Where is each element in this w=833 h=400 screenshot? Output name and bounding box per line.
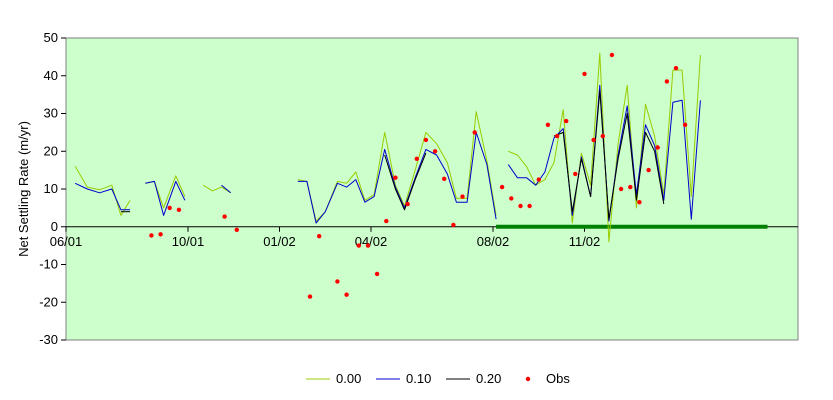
x-tick-label: 11/02 [569, 234, 601, 249]
obs-point [317, 234, 322, 239]
series-line-0-10 [145, 180, 186, 216]
obs-point [374, 271, 380, 277]
legend-label: 0.10 [406, 371, 431, 386]
x-tick-label: 06/01 [50, 234, 83, 249]
obs-point [673, 66, 679, 71]
y-tick-label: 40 [44, 68, 58, 83]
y-tick-label: -20 [39, 294, 58, 309]
y-axis: -30 -20 -10 0 10 20 30 40 50 [39, 30, 66, 347]
y-tick-label: -30 [39, 332, 58, 347]
obs-point [682, 122, 688, 128]
obs-point [646, 167, 651, 173]
obs-point [573, 171, 578, 177]
legend-item: 0.10 [376, 371, 431, 386]
plot-area [65, 37, 799, 341]
y-axis-title: Net Settling Rate (m/yr) [16, 121, 31, 257]
obs-point [591, 137, 596, 143]
obs-point [149, 233, 154, 238]
obs-point [545, 122, 551, 128]
y-tick-label: 50 [44, 30, 58, 45]
legend-item: Obs [525, 371, 570, 386]
obs-point [499, 184, 505, 190]
obs-point [518, 203, 523, 209]
obs-point [442, 176, 447, 181]
obs-point [536, 177, 541, 182]
obs-point [618, 186, 624, 192]
obs-point [344, 292, 349, 297]
obs-point [472, 130, 477, 135]
y-tick-label: 20 [44, 143, 58, 158]
obs-point [432, 149, 438, 154]
obs-point [356, 243, 361, 248]
obs-point [600, 133, 605, 139]
legend-item: 0.20 [446, 371, 501, 386]
obs-point [405, 201, 410, 207]
legend-label: 0.20 [476, 371, 501, 386]
series-line-0-10 [221, 184, 232, 194]
obs-point [335, 279, 340, 284]
legend-label: Obs [546, 371, 570, 386]
series-layer [74, 52, 701, 243]
series-line-0-20 [384, 152, 427, 211]
x-tick-label: 01/02 [263, 234, 296, 249]
obs-point [234, 227, 239, 232]
obs-point [664, 79, 670, 84]
obs-point [637, 200, 642, 205]
obs-point [414, 156, 419, 161]
x-tick-label: 08/02 [477, 234, 510, 249]
obs-point [564, 118, 569, 124]
obs-point [451, 222, 456, 228]
obs-point [554, 133, 560, 139]
series-line-0-00 [203, 184, 231, 194]
y-tick-label: -10 [39, 257, 58, 272]
series-line-0-10 [74, 182, 131, 211]
legend-item: 0.00 [306, 371, 361, 386]
obs-point [384, 218, 389, 224]
legend-swatch [525, 376, 531, 382]
obs-point [167, 205, 172, 211]
y-tick-label: 30 [44, 106, 58, 121]
obs-point [655, 145, 660, 150]
obs-point [307, 294, 313, 299]
obs-point [176, 207, 182, 212]
series-line-0-00 [74, 166, 131, 216]
series-line-0-20 [553, 90, 665, 220]
obs-point [582, 71, 587, 77]
obs-point [423, 137, 429, 143]
y-tick-label: 0 [51, 219, 58, 234]
obs-point [628, 184, 633, 190]
obs-point [393, 175, 398, 180]
obs-point [222, 214, 227, 219]
legend-label: 0.00 [336, 371, 361, 386]
y-tick-label: 10 [44, 181, 58, 196]
obs-point [509, 196, 514, 201]
obs-point [158, 232, 163, 237]
x-tick-label: 10/01 [172, 234, 205, 249]
obs-point [460, 194, 465, 199]
x-tick-label: 04/02 [355, 234, 388, 249]
obs-markers [149, 52, 688, 299]
obs-point [609, 52, 615, 58]
legend: 0.00 0.10 0.20 Obs [306, 371, 570, 386]
obs-point [527, 203, 532, 209]
series-line-0-10 [297, 131, 497, 224]
obs-point [365, 243, 371, 248]
